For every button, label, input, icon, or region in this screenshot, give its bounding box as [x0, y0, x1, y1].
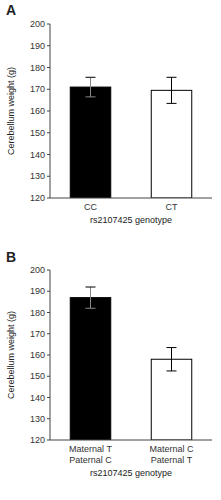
x-tick-label: CT [166, 202, 178, 212]
y-tick-label: 200 [30, 19, 45, 29]
error-bar [86, 287, 96, 308]
x-axis-line [50, 440, 212, 441]
error-cap [86, 287, 96, 288]
bar [151, 90, 192, 198]
y-tick-label: 130 [30, 171, 45, 181]
error-cap [86, 77, 96, 78]
error-cap [167, 77, 177, 78]
error-line [90, 287, 91, 308]
panel-label: B [6, 249, 16, 265]
error-line [171, 77, 172, 103]
y-axis-line [50, 270, 51, 440]
bar [70, 87, 111, 198]
marks [70, 287, 192, 440]
y-tick-label: 140 [30, 393, 45, 403]
y-tick-label: 200 [30, 265, 45, 275]
error-bar [167, 348, 177, 371]
y-tick-label: 130 [30, 414, 45, 424]
y-tick-label: 180 [30, 308, 45, 318]
bar [151, 359, 192, 440]
error-line [90, 77, 91, 97]
panel: B 120 130 140 150 160 170 180 190 200 Maternal TPa… [6, 249, 212, 478]
y-tick-label: 150 [30, 128, 45, 138]
y-tick-label: 140 [30, 150, 45, 160]
error-bar [167, 77, 177, 103]
x-axis-label: rs2107425 genotype [90, 215, 172, 225]
panel-label: A [6, 2, 16, 18]
error-cap [167, 347, 177, 348]
y-tick-label: 160 [30, 350, 45, 360]
y-tick-label: 190 [30, 41, 45, 51]
y-tick-label: 150 [30, 371, 45, 381]
y-tick-label: 190 [30, 286, 45, 296]
panel: A 120 130 140 150 160 170 180 190 200 CC CT rs210742… [6, 2, 212, 225]
x-tick-label: CC [84, 202, 97, 212]
y-tick-label: 120 [30, 193, 45, 203]
marks [70, 77, 192, 198]
x-axis-label: rs2107425 genotype [90, 468, 172, 478]
y-tick-label: 160 [30, 106, 45, 116]
error-line [171, 348, 172, 371]
y-tick-label: 170 [30, 84, 45, 94]
y-tick-label: 180 [30, 63, 45, 73]
error-cap [86, 308, 96, 309]
y-axis-label: Cerebellum weight (g) [6, 67, 16, 155]
y-axis-label: Cerebellum weight (g) [6, 311, 16, 399]
chart-svg: A 120 130 140 150 160 170 180 190 200 CC CT rs210742… [0, 0, 221, 500]
y-tick-label: 170 [30, 329, 45, 339]
error-cap [86, 96, 96, 97]
error-cap [167, 370, 177, 371]
error-bar [86, 77, 96, 97]
y-axis-line [50, 24, 51, 198]
y-tick-label: 120 [30, 435, 45, 445]
x-tick-label: Maternal CPaternal T [149, 444, 194, 465]
x-tick-label: Maternal TPaternal C [69, 444, 112, 465]
error-cap [167, 103, 177, 104]
chart-container: A 120 130 140 150 160 170 180 190 200 CC CT rs210742… [0, 0, 221, 500]
bar [70, 298, 111, 440]
x-axis-line [50, 198, 212, 199]
